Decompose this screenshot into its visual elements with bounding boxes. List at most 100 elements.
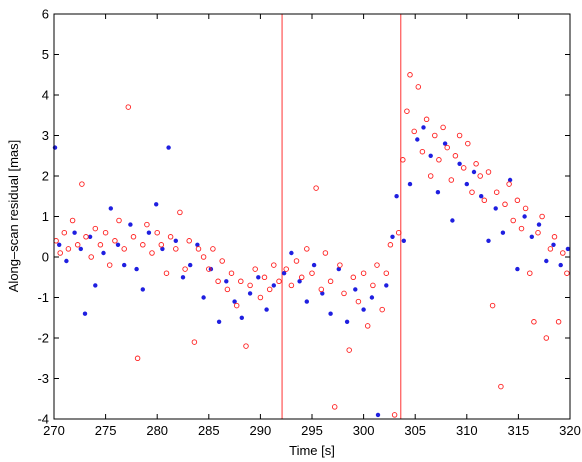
data-point-circle bbox=[154, 229, 160, 236]
data-point-circle bbox=[92, 225, 99, 232]
data-point-dot bbox=[195, 242, 200, 247]
data-point-circle bbox=[400, 157, 406, 163]
data-point-dot bbox=[289, 250, 294, 256]
y-tick-label: 5 bbox=[42, 47, 49, 62]
data-point-circle bbox=[341, 290, 347, 297]
data-point-circle bbox=[130, 234, 137, 240]
data-point-dot bbox=[565, 246, 571, 252]
data-point-circle bbox=[266, 286, 273, 293]
data-point-circle bbox=[452, 153, 459, 159]
data-point-circle bbox=[407, 72, 413, 78]
y-tick-label: 2 bbox=[42, 169, 49, 184]
data-point-dot bbox=[146, 230, 152, 235]
data-point-circle bbox=[283, 266, 289, 272]
data-point-circle bbox=[543, 335, 550, 341]
data-point-dot bbox=[140, 287, 145, 292]
data-point-circle bbox=[448, 177, 455, 183]
x-tick-label: 300 bbox=[353, 423, 375, 438]
y-tick-label: 1 bbox=[42, 209, 49, 224]
data-point-dot bbox=[101, 250, 106, 256]
x-tick-label: 285 bbox=[198, 423, 220, 438]
data-point-circle bbox=[489, 302, 496, 309]
data-point-dot bbox=[160, 246, 165, 252]
data-point-circle bbox=[206, 266, 212, 272]
data-point-dot bbox=[108, 206, 114, 211]
data-point-circle bbox=[293, 258, 300, 264]
data-point-dot bbox=[401, 238, 406, 243]
data-point-circle bbox=[106, 262, 113, 268]
x-tick-label: 275 bbox=[95, 423, 117, 438]
data-point-circle bbox=[228, 270, 235, 276]
x-tick-label: 320 bbox=[559, 423, 581, 438]
data-point-circle bbox=[473, 161, 479, 167]
data-point-dot bbox=[529, 234, 534, 239]
data-point-circle bbox=[65, 246, 72, 252]
data-point-circle bbox=[177, 209, 183, 216]
data-point-circle bbox=[555, 319, 562, 325]
data-point-circle bbox=[560, 250, 566, 256]
data-point-circle bbox=[79, 181, 85, 187]
data-point-circle bbox=[440, 124, 446, 131]
data-point-circle bbox=[144, 221, 150, 228]
data-point-circle bbox=[423, 116, 430, 123]
data-point-circle bbox=[427, 173, 434, 179]
y-axis-label: Along–scan residual [mas] bbox=[6, 140, 21, 292]
data-point-dot bbox=[336, 266, 341, 272]
data-point-circle bbox=[224, 286, 231, 293]
data-point-circle bbox=[322, 250, 329, 256]
data-point-dot bbox=[384, 283, 389, 288]
data-point-circle bbox=[498, 383, 504, 390]
data-point-circle bbox=[149, 250, 155, 256]
data-point-dot bbox=[271, 283, 276, 288]
data-point-circle bbox=[411, 128, 417, 135]
data-point-circle bbox=[112, 238, 118, 244]
data-point-circle bbox=[465, 140, 471, 147]
data-point-circle bbox=[271, 262, 277, 268]
data-point-dot bbox=[493, 206, 498, 211]
data-point-circle bbox=[477, 173, 483, 179]
data-point-circle bbox=[140, 242, 146, 248]
data-point-circle bbox=[547, 246, 554, 252]
data-point-circle bbox=[531, 319, 537, 325]
y-tick-label: -1 bbox=[37, 290, 49, 305]
data-point-circle bbox=[276, 278, 282, 285]
data-point-circle bbox=[69, 217, 76, 224]
data-point-circle bbox=[327, 278, 334, 285]
x-tick-label: 270 bbox=[43, 423, 65, 438]
data-point-circle bbox=[395, 229, 402, 236]
x-tick-label: 280 bbox=[146, 423, 168, 438]
data-point-dot bbox=[297, 279, 302, 284]
data-point-circle bbox=[186, 238, 192, 244]
data-point-dot bbox=[407, 181, 413, 187]
data-point-circle bbox=[337, 262, 343, 268]
data-point-dot bbox=[72, 230, 77, 235]
y-tick-label: 6 bbox=[42, 7, 49, 22]
data-point-dot bbox=[216, 319, 222, 324]
data-point-dot bbox=[558, 262, 563, 268]
data-point-circle bbox=[360, 270, 367, 276]
data-point-circle bbox=[485, 169, 492, 175]
data-point-circle bbox=[57, 250, 63, 256]
data-point-circle bbox=[551, 234, 558, 240]
data-point-circle bbox=[191, 339, 198, 345]
data-point-dot bbox=[122, 262, 127, 268]
data-point-dot bbox=[390, 234, 395, 239]
data-point-dot bbox=[201, 295, 206, 300]
data-point-dot bbox=[471, 169, 477, 175]
data-point-circle bbox=[215, 278, 221, 285]
data-point-circle bbox=[97, 242, 104, 248]
y-tick-label: -2 bbox=[37, 331, 49, 346]
data-point-circle bbox=[309, 270, 315, 276]
data-point-circle bbox=[116, 217, 122, 224]
data-point-dot bbox=[428, 153, 433, 158]
data-point-dot bbox=[375, 412, 381, 418]
data-point-dot bbox=[256, 275, 261, 280]
data-point-circle bbox=[313, 185, 319, 191]
data-point-circle bbox=[404, 108, 410, 114]
data-point-circle bbox=[383, 270, 390, 276]
data-point-circle bbox=[364, 323, 371, 329]
data-point-circle bbox=[493, 189, 500, 195]
data-point-dot bbox=[450, 218, 455, 223]
data-point-circle bbox=[419, 148, 426, 155]
